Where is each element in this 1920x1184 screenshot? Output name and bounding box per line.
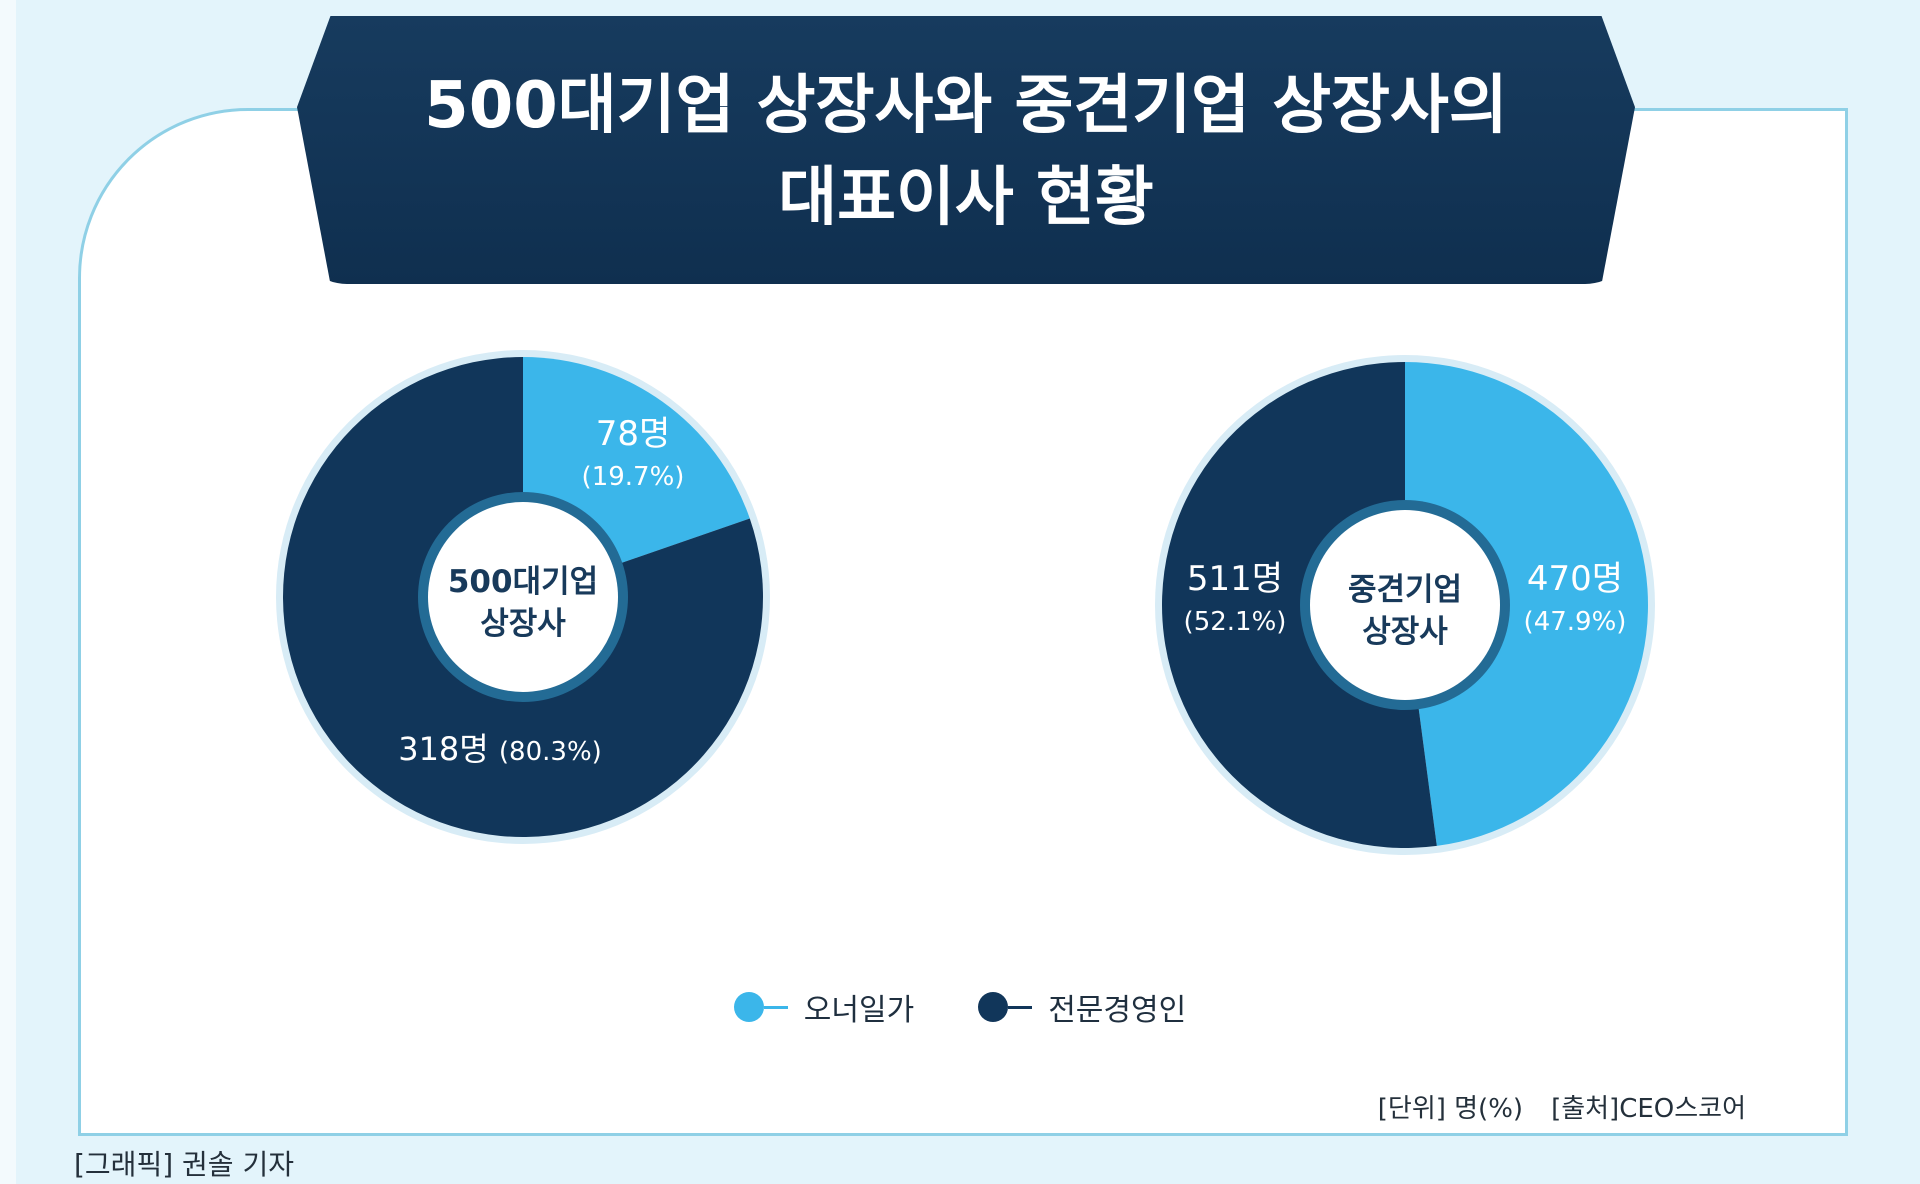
footnote-unit: [단위] 명(%)	[1377, 1094, 1524, 1124]
left-margin-strip	[0, 0, 16, 1184]
slice-owner	[1405, 362, 1648, 846]
slice-label: 318명 (80.3%)	[398, 730, 602, 768]
chart-title: 500대기업 상장사와 중견기업 상장사의 대표이사 현황	[297, 60, 1635, 244]
legend-owner-marker	[733, 992, 764, 1022]
legend-item-professional: 전문경영인	[978, 985, 1186, 1029]
slice-value-label: 78명	[596, 414, 671, 454]
footnote: [단위] 명(%) [출처]CEO스코어	[1378, 1088, 1746, 1125]
legend: 오너일가 전문경영인	[0, 985, 1920, 1029]
slice-percent-label: (80.3%)	[499, 737, 602, 767]
title-banner	[297, 16, 1635, 284]
legend-owner-label: 오너일가	[803, 993, 915, 1028]
slice-percent-label: (47.9%)	[1524, 607, 1627, 637]
center-label-line-2: 상장사	[1362, 614, 1448, 650]
slice-percent-label: (19.7%)	[582, 462, 685, 492]
donut-hole	[1310, 510, 1500, 700]
chart-title-line-1: 500대기업 상장사와 중견기업 상장사의	[424, 69, 1508, 143]
slice-value-label: 511명	[1187, 559, 1283, 599]
footnote-source: [출처]CEO스코어	[1551, 1094, 1746, 1124]
chart-title-line-2: 대표이사 현황	[778, 161, 1154, 235]
donut-hole	[428, 502, 618, 692]
legend-owner-line	[763, 1005, 788, 1009]
slice-professional	[1161, 362, 1437, 848]
graphic-credit: [그래픽] 권솔 기자	[74, 1148, 294, 1181]
legend-professional-label: 전문경영인	[1048, 993, 1187, 1028]
center-label-line-1: 중견기업	[1348, 572, 1462, 608]
center-label-line-1: 500대기업	[448, 564, 598, 600]
slice-value-label: 470명	[1527, 559, 1623, 599]
center-label-line-2: 상장사	[480, 606, 566, 642]
legend-item-owner: 오너일가	[733, 985, 915, 1029]
legend-professional-marker	[978, 992, 1009, 1022]
slice-percent-label: (52.1%)	[1184, 607, 1287, 637]
slice-value-label: 318명	[398, 730, 499, 768]
legend-professional-line	[1008, 1005, 1033, 1009]
